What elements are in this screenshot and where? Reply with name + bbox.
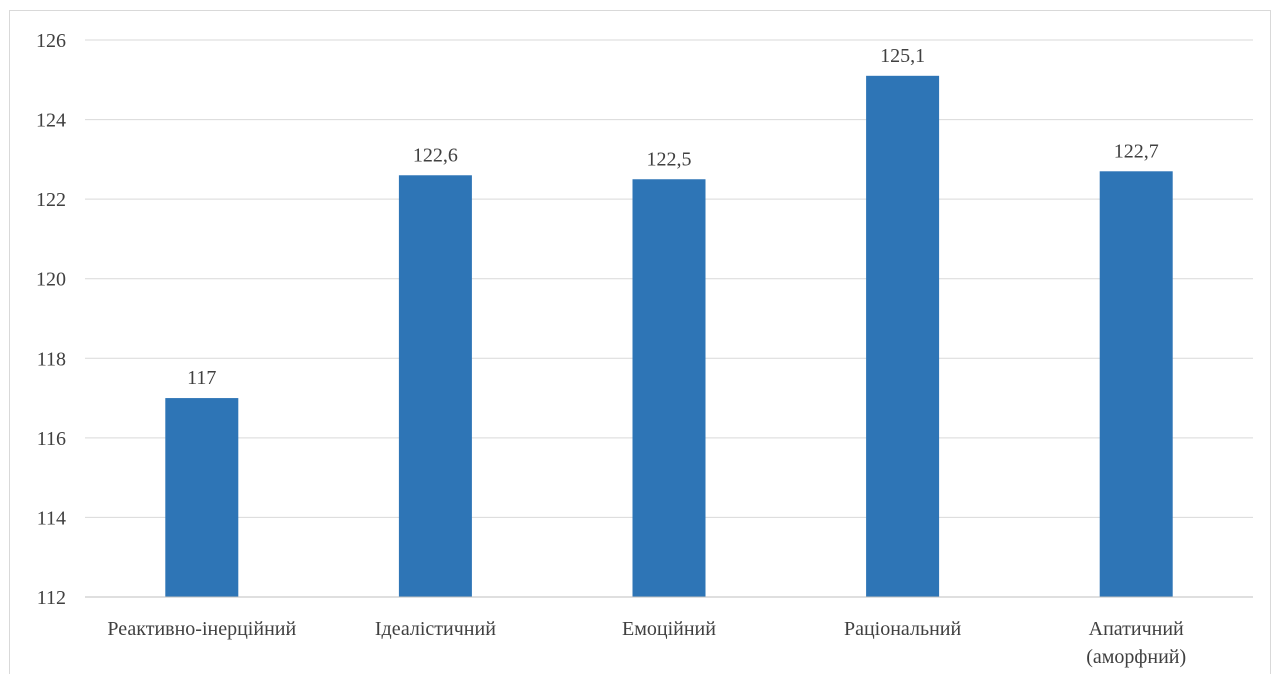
y-axis-tick-labels: 112 114 116 118 120 122 124 126 xyxy=(36,30,66,609)
y-tick-label: 118 xyxy=(37,348,66,370)
x-category-label: Емоційний xyxy=(622,618,716,640)
x-axis-category-labels: Реактивно-інерційний Ідеалістичний Емоційн… xyxy=(107,618,1186,668)
x-category-label: Раціональний xyxy=(844,618,962,640)
bars xyxy=(165,75,1173,598)
data-label: 122,7 xyxy=(1114,140,1159,162)
x-category-label: Реактивно-інерційний xyxy=(107,618,296,640)
bar xyxy=(866,75,940,598)
y-tick-label: 120 xyxy=(36,269,66,291)
x-category-label: (аморфний) xyxy=(1086,646,1186,668)
y-tick-label: 112 xyxy=(37,587,66,609)
data-label: 122,6 xyxy=(413,144,458,166)
data-label: 117 xyxy=(187,367,216,389)
y-tick-label: 116 xyxy=(37,428,66,450)
bar xyxy=(632,179,706,597)
data-label: 122,5 xyxy=(647,148,692,170)
data-labels: 117 122,6 122,5 125,1 122,7 xyxy=(187,45,1159,389)
bar xyxy=(1099,171,1173,598)
x-category-label: Апатичний xyxy=(1089,618,1184,640)
data-label: 125,1 xyxy=(880,45,925,67)
y-tick-label: 124 xyxy=(36,110,66,132)
chart-frame xyxy=(9,10,1271,674)
bar xyxy=(398,175,472,597)
bar xyxy=(165,398,239,597)
y-tick-label: 126 xyxy=(36,30,66,52)
y-tick-label: 122 xyxy=(36,189,66,211)
y-tick-label: 114 xyxy=(37,507,66,529)
x-category-label: Ідеалістичний xyxy=(375,618,496,640)
